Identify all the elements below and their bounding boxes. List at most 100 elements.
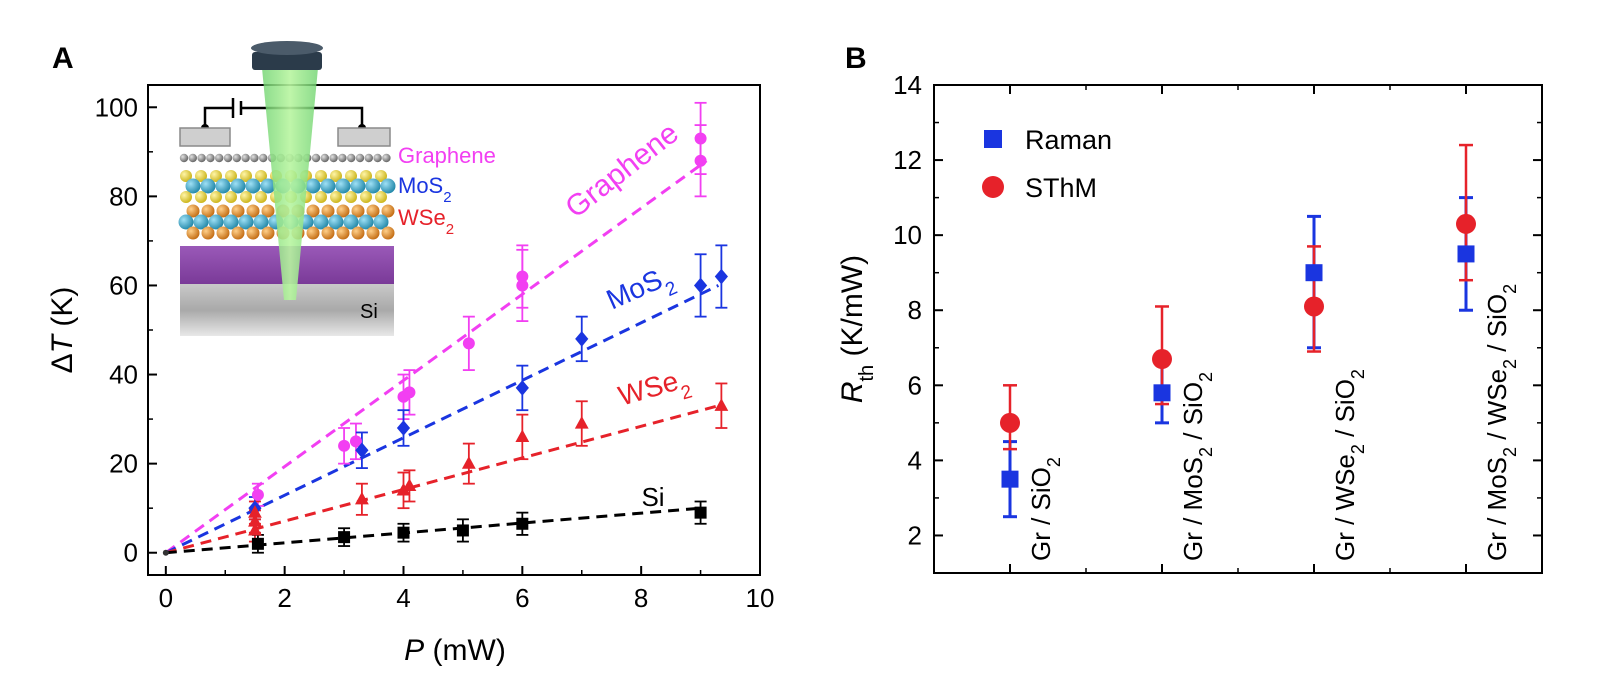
data-point [456,524,469,537]
data-point [338,439,351,452]
data-point [516,517,529,530]
lattice-atom [345,170,357,182]
carbon-atom [223,153,233,163]
lattice-atom [216,226,230,240]
lattice-atom [365,178,381,194]
data-point [248,505,262,518]
y-axis-label: Rth (K/mW) [836,255,878,403]
data-point [693,277,708,294]
lattice-atom [245,178,261,194]
carbon-atom [347,153,356,163]
carbon-atom [373,153,382,163]
data-point-sthm [1456,213,1476,234]
lattice-atom [195,191,207,203]
carbon-atom [329,153,338,163]
fit-line-0 [164,159,708,554]
carbon-atom [355,153,365,163]
lattice-atom [240,170,252,182]
lattice-atom [313,214,329,230]
panel-a-axis-labels: P (mW) ΔT (K) [46,287,506,667]
data-point [694,132,707,145]
lattice-atom [195,170,207,182]
lattice-atom [350,178,366,194]
lattice-atom [208,214,224,230]
series-label-0: Graphene [559,116,684,224]
x-tick-label: 10 [746,583,775,613]
fit-line-2 [165,404,719,555]
laser-beam [262,68,318,300]
carbon-atom [259,153,268,163]
panel-a-letter: A [52,42,74,75]
lattice-atom [231,204,245,218]
panel-a-series-labels: Graphene MoS2 WSe2 Si [559,116,694,512]
inset-label-si: Si [360,301,378,323]
lattice-atom [225,191,237,203]
data-point [396,482,411,496]
data-point [574,416,589,429]
lattice-atom [351,204,365,218]
panel-a-fit-lines [164,159,720,555]
lattice-atom [178,214,194,230]
legend-label: SThM [1025,173,1097,203]
carbon-atom [197,153,206,163]
lattice-atom [306,204,320,218]
carbon-atom [215,153,224,163]
y-tick-label: 14 [893,70,922,100]
lattice-atom [358,214,374,230]
panel-b-markers [1000,213,1476,488]
device-inset: Graphene MoS2 WSe2 Si [178,41,496,336]
lattice-atom [193,214,209,230]
y-axis-label: ΔT (K) [46,287,79,374]
lattice-atom [328,214,344,230]
lattice-atom [230,178,246,194]
data-point [694,154,707,167]
lattice-atom [223,214,239,230]
data-point-sthm [1304,296,1324,317]
data-point [248,522,262,536]
data-point [248,514,262,527]
data-point [714,398,729,411]
data-point [338,531,351,544]
lattice-atom [315,170,327,182]
lattice-atom [321,226,335,240]
lattice-atom [366,204,380,218]
x-axis-label: P (mW) [404,634,506,667]
series-label-2: WSe2 [615,362,695,421]
y-tick-label: 20 [109,449,138,479]
data-point [515,429,530,443]
lattice-atom [186,226,200,240]
lattice-atom [260,178,276,194]
inset-label-mos2: MoS2 [398,173,452,206]
lattice-atom [343,214,359,230]
x-tick-label: 8 [634,583,648,613]
lattice-atom [336,204,350,218]
panel-b-letter: B [845,42,867,75]
data-point [251,537,264,550]
lattice-atom [381,204,395,218]
lattice-atom [315,191,327,203]
data-point [396,420,411,436]
lattice-atom [185,178,201,194]
fit-line-3 [165,506,701,555]
lattice-atom [210,191,222,203]
lattice-atom [180,170,192,182]
y-tick-label: 4 [908,445,922,475]
carbon-atom [179,153,189,163]
y-tick-label: 40 [109,360,138,390]
lattice-atom [231,226,245,240]
data-point-raman [1305,264,1323,282]
lattice-atom [261,226,275,240]
lattice-atom [255,170,267,182]
data-point [694,506,707,519]
carbon-atom [320,153,329,163]
y-tick-label: 100 [95,92,138,122]
lattice-atom [351,226,365,240]
lattice-atom [381,226,395,240]
carbon-atom [241,153,250,163]
y-tick-label: 6 [908,370,922,400]
lattice-atom [215,178,231,194]
lattice-atom [375,191,387,203]
